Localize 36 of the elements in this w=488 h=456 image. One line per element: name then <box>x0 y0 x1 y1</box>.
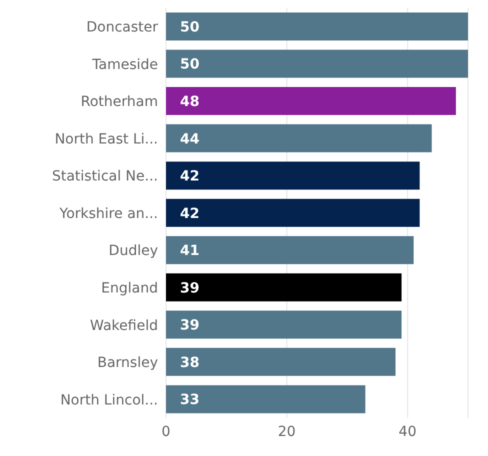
data-label: 42 <box>180 168 200 185</box>
data-label: 42 <box>180 206 200 222</box>
y-tick-label: North Lincol... <box>60 392 158 408</box>
data-label: 33 <box>180 392 200 408</box>
y-tick-label: Doncaster <box>86 20 158 36</box>
bar <box>166 310 402 339</box>
data-label: 50 <box>180 19 200 36</box>
x-tick-label: 0 <box>162 424 170 440</box>
bar <box>166 162 420 190</box>
y-tick-label: Tameside <box>91 56 158 73</box>
y-tick-label: North East Li... <box>54 131 158 148</box>
y-tick-label: Barnsley <box>97 355 158 372</box>
y-tick-label: Rotherham <box>80 94 158 110</box>
data-label: 39 <box>180 280 200 296</box>
bar <box>166 87 456 116</box>
bar <box>166 348 396 376</box>
data-label: 41 <box>180 243 200 260</box>
data-label: 48 <box>180 94 200 110</box>
data-label: 44 <box>180 131 200 148</box>
y-tick-label: Dudley <box>108 243 158 260</box>
bar <box>166 198 420 227</box>
data-label: 50 <box>180 56 200 73</box>
bar <box>166 236 414 264</box>
y-tick-label: England <box>101 280 158 297</box>
bar <box>166 12 468 40</box>
y-tick-label: Yorkshire an... <box>58 206 158 222</box>
x-tick-label: 20 <box>278 424 296 440</box>
x-tick-label: 40 <box>398 424 417 440</box>
data-label: 38 <box>180 354 200 371</box>
bar <box>166 273 402 302</box>
data-label: 39 <box>180 318 200 334</box>
bar <box>166 50 468 78</box>
y-tick-label: Wakefield <box>90 318 158 334</box>
y-tick-label: Statistical Ne... <box>52 168 158 185</box>
bar <box>166 385 366 414</box>
bar <box>166 124 432 152</box>
